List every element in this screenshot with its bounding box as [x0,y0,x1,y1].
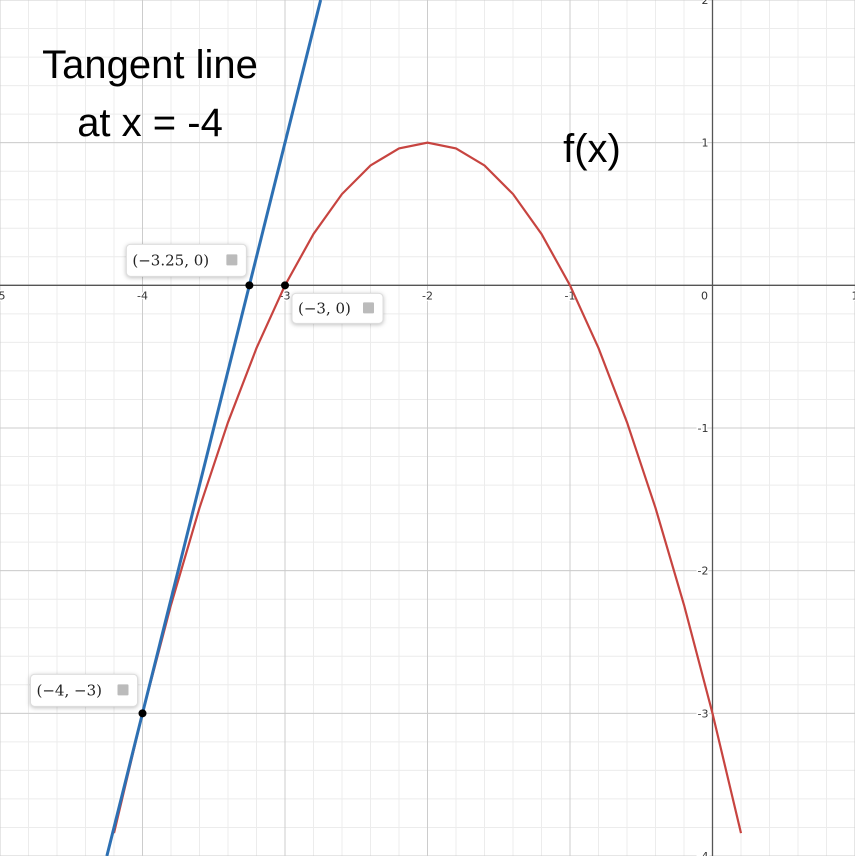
y-tick-label: 2 [702,0,709,7]
annotation: Tangent line [42,43,258,87]
annotation: at x = -4 [77,101,223,145]
point-label: (−4, −3) [30,673,138,707]
y-tick-label: -1 [698,422,709,435]
point-label-text: (−3.25, 0) [132,251,209,269]
point [245,281,254,290]
x-tick-label: -2 [422,289,433,302]
x-tick-label: -5 [0,289,5,302]
x-tick-label: -4 [137,289,148,302]
y-tick-label: -4 [698,850,709,856]
label-icon [226,254,238,266]
point [281,281,289,290]
label-box [125,243,247,277]
point-label: (−3.25, 0) [125,243,247,277]
label-box [30,673,138,707]
point-label: (−3, 0) [291,292,384,324]
label-icon [117,684,129,696]
label-box [291,292,384,324]
curve [112,141,743,834]
y-tick-label: -3 [698,707,709,720]
x-tick-label: 0 [701,289,708,302]
y-tick-label: 1 [702,137,709,150]
y-tick-label: -2 [698,565,709,578]
point-label-text: (−4, −3) [37,681,102,699]
x-tick-label: 1 [852,289,855,302]
point-label-text: (−3, 0) [298,299,351,317]
label-icon [363,302,374,314]
point [138,709,147,718]
function-label: f(x) [563,127,621,171]
